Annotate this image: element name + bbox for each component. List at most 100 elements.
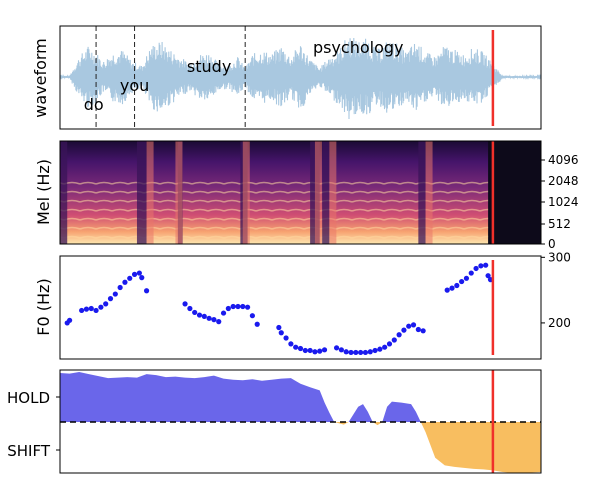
f0-point (338, 347, 344, 353)
f0-point (225, 305, 231, 312)
f0-point (240, 303, 246, 310)
f0-point (192, 309, 198, 316)
mel-yticks: 0 512 1024 2048 4096 (541, 153, 579, 251)
f0-point (112, 291, 118, 297)
f0-point (396, 332, 402, 338)
f0-point (391, 337, 397, 343)
f0-point (131, 271, 138, 277)
f0-point (367, 349, 373, 355)
f0-tick-label: 300 (548, 250, 571, 264)
f0-point (220, 310, 227, 316)
mel-ylabel: Mel (Hz) (34, 159, 53, 225)
f0-point (333, 345, 340, 351)
f0-frame (59, 255, 542, 360)
mel-tick-label: 0 (548, 237, 556, 251)
f0-point (201, 313, 207, 319)
f0-point (127, 275, 133, 281)
f0-point (196, 312, 203, 318)
f0-point (182, 301, 188, 307)
mel-onset (146, 141, 154, 244)
f0-point (93, 307, 99, 314)
f0-point (415, 326, 421, 333)
mel-harmonics (60, 176, 489, 244)
mel-tick-label: 2048 (548, 174, 579, 188)
f0-point (235, 303, 241, 310)
f0-point (410, 322, 417, 328)
mel-onset (425, 141, 433, 244)
f0-point (459, 278, 465, 285)
f0-point (353, 349, 359, 356)
f0-point (216, 319, 222, 325)
f0-point (122, 279, 128, 285)
f0-point (136, 270, 142, 276)
turn-taking-frame (59, 369, 542, 474)
f0-point (401, 327, 407, 333)
f0-point (83, 306, 90, 312)
f0-point (206, 315, 212, 321)
mel-tick-label: 1024 (548, 195, 579, 209)
f0-point (302, 347, 308, 354)
waveform-signal (60, 37, 541, 120)
f0-point (372, 347, 378, 354)
f0-point (348, 349, 354, 356)
waveform-ylabel: waveform (31, 38, 50, 118)
mel-frame (59, 140, 542, 245)
f0-point (88, 305, 94, 312)
mel-onset (175, 141, 183, 244)
f0-point (386, 341, 393, 347)
f0-tick-label: 200 (548, 316, 571, 330)
f0-point (343, 349, 349, 355)
f0-point (107, 296, 114, 302)
mel-onset (242, 141, 250, 244)
f0-point (483, 262, 489, 268)
f0-point (362, 349, 369, 356)
f0-point (187, 305, 193, 312)
f0-point (377, 346, 383, 352)
shift-area (60, 422, 541, 473)
mel-tick-label: 4096 (548, 153, 579, 167)
mel-tick-label: 512 (548, 217, 571, 231)
f0-point (293, 344, 299, 350)
f0-point (103, 301, 109, 307)
turn-taking-yticks: HOLD SHIFT (7, 389, 60, 460)
mel-onset (329, 141, 337, 244)
f0-point (283, 335, 289, 341)
mel-gap (418, 141, 426, 244)
f0-point (139, 275, 145, 281)
turn-taking-tick-label: SHIFT (7, 442, 51, 460)
f0-point (254, 321, 260, 327)
turn-taking-panel: HOLD SHIFT (7, 369, 542, 474)
f0-point (454, 282, 460, 289)
f0-panel: 200 300 F0 (Hz) (34, 250, 571, 360)
f0-point (244, 304, 251, 310)
f0-point (278, 330, 284, 336)
f0-point (444, 287, 450, 293)
word-label: psychology (313, 38, 404, 57)
f0-point (117, 284, 123, 291)
f0-point (406, 323, 412, 329)
word-label: you (120, 76, 149, 95)
word-label: study (187, 57, 231, 76)
f0-point (288, 341, 294, 347)
f0-plot (64, 260, 495, 356)
f0-point (79, 307, 85, 314)
f0-point (143, 288, 150, 294)
f0-ylabel: F0 (Hz) (34, 278, 53, 335)
f0-point (307, 347, 313, 354)
turn-taking-plot (60, 370, 541, 473)
f0-point (230, 303, 236, 310)
waveform-plot (60, 26, 541, 129)
f0-point (317, 348, 323, 354)
turn-taking-tick-label: HOLD (7, 389, 50, 407)
mel-gap (60, 141, 68, 244)
f0-point (473, 265, 479, 272)
f0-point (449, 285, 455, 291)
f0-point (312, 349, 318, 355)
f0-point (297, 345, 304, 352)
mel-gap (322, 141, 330, 244)
f0-point (382, 344, 388, 350)
f0-point (98, 304, 104, 310)
